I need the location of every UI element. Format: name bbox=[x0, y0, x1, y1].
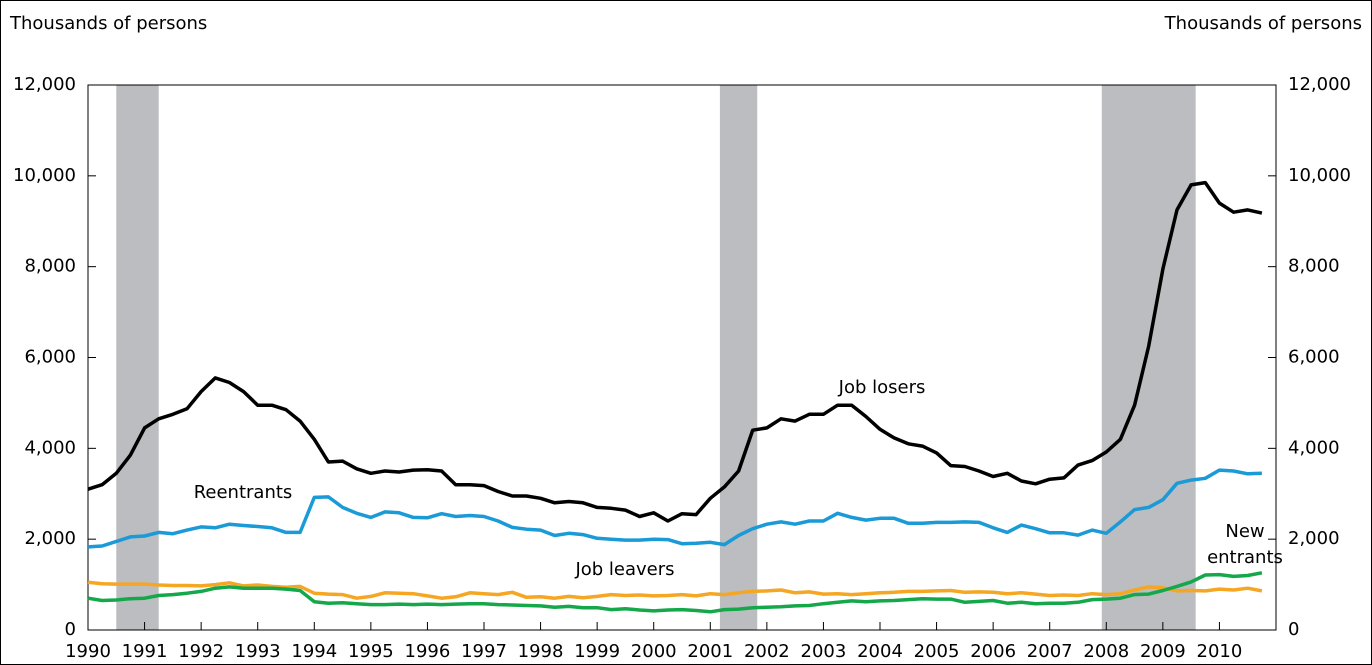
x-tick-label: 2008 bbox=[1083, 641, 1129, 662]
series-line bbox=[87, 468, 1262, 549]
series-label: Job leavers bbox=[575, 559, 675, 580]
series-line bbox=[87, 180, 1263, 523]
x-tick-label: 2004 bbox=[857, 641, 903, 662]
y-tick-label: 2,000 bbox=[24, 528, 76, 549]
x-tick-label: 1998 bbox=[518, 641, 564, 662]
series-label: Reentrants bbox=[193, 482, 293, 503]
plot-frame bbox=[87, 84, 1277, 631]
recession-shade bbox=[116, 85, 159, 630]
x-tick-label: 1991 bbox=[122, 641, 168, 662]
x-tick-label: 1996 bbox=[405, 641, 451, 662]
y2-tick-label: 12,000 bbox=[1288, 74, 1351, 95]
y2-axis-label: Thousands of persons bbox=[1164, 13, 1362, 34]
x-tick-label: 1997 bbox=[461, 641, 507, 662]
x-tick-label: 2007 bbox=[1027, 641, 1073, 662]
series-label: Job losers bbox=[838, 377, 926, 398]
x-tick-label: 1995 bbox=[348, 641, 394, 662]
x-tick-label: 2005 bbox=[914, 641, 960, 662]
y2-tick-label: 8,000 bbox=[1288, 256, 1340, 277]
x-tick-label: 1990 bbox=[65, 641, 111, 662]
y2-tick-label: 4,000 bbox=[1288, 437, 1340, 458]
x-tick-label: 1994 bbox=[291, 641, 337, 662]
y2-tick-label: 6,000 bbox=[1288, 347, 1340, 368]
series-line bbox=[87, 580, 1263, 600]
x-tick-label: 1999 bbox=[574, 641, 620, 662]
y2-tick-label: 0 bbox=[1288, 619, 1299, 640]
x-tick-label: 2003 bbox=[801, 641, 847, 662]
x-tick-label: 2000 bbox=[631, 641, 677, 662]
recession-shade bbox=[1101, 85, 1196, 630]
series-label: New entrants bbox=[1207, 521, 1283, 568]
y-tick-label: 6,000 bbox=[24, 347, 76, 368]
y-axis-label: Thousands of persons bbox=[9, 13, 207, 34]
y2-tick-label: 2,000 bbox=[1288, 528, 1340, 549]
y-tick-label: 4,000 bbox=[24, 437, 76, 458]
recession-shade bbox=[719, 85, 758, 630]
y-tick-label: 0 bbox=[65, 619, 76, 640]
x-tick-label: 2009 bbox=[1140, 641, 1186, 662]
x-tick-label: 2006 bbox=[970, 641, 1016, 662]
x-tick-label: 2002 bbox=[744, 641, 790, 662]
series-line bbox=[87, 571, 1263, 614]
x-tick-label: 2010 bbox=[1197, 641, 1243, 662]
y-tick-label: 12,000 bbox=[13, 74, 76, 95]
x-tick-label: 1992 bbox=[178, 641, 224, 662]
x-tick-label: 2001 bbox=[687, 641, 733, 662]
y-tick-label: 8,000 bbox=[24, 256, 76, 277]
y-tick-label: 10,000 bbox=[13, 165, 76, 186]
y2-tick-label: 10,000 bbox=[1288, 165, 1351, 186]
x-tick-label: 1993 bbox=[235, 641, 281, 662]
